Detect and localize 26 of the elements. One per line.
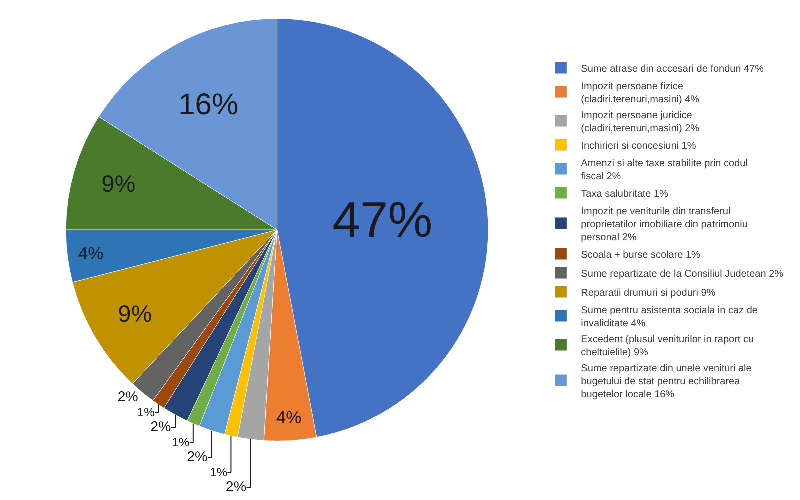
legend-label: Impozit persoane juridice (cladiri,terenuri,masini) 2% bbox=[581, 110, 700, 134]
legend-label: Impozit pe veniturile din transferul proprietatilor imobiliare din patrimoniu personal 2% bbox=[581, 206, 748, 244]
data-label: 9% bbox=[102, 170, 136, 197]
legend-label: Taxa salubritate 1% bbox=[581, 188, 669, 200]
data-label: 1% bbox=[172, 435, 190, 450]
data-label: 1% bbox=[210, 465, 228, 480]
legend-label: Sume pentru asistenta sociala in caz de invaliditate 4% bbox=[581, 305, 758, 330]
legend-label: Sume repartizate din unele venituri ale bugetului de stat pentru echilibrarea bugetelor locale 16% bbox=[581, 363, 752, 400]
data-label: 2% bbox=[150, 419, 172, 436]
legend-label: Scoala + burse scolare 1% bbox=[581, 250, 701, 261]
data-label: 2% bbox=[118, 389, 139, 406]
legend-label: Reparatii drumuri si poduri 9% bbox=[581, 288, 716, 299]
data-label: 16% bbox=[178, 88, 239, 122]
data-label: 4% bbox=[276, 407, 302, 428]
legend-label: Inchirieri si concesiuni 1% bbox=[581, 140, 696, 152]
data-label: 9% bbox=[118, 301, 152, 328]
data-label: 47% bbox=[332, 192, 433, 248]
data-label: 4% bbox=[78, 244, 104, 264]
legend-label: Amenzi si alte taxe stabilite prin codul fiscal 2% bbox=[581, 158, 748, 182]
legend-label: Excedent (plusul veniturilor in raport cu cheltuielile) 9% bbox=[581, 334, 754, 358]
data-label: 1% bbox=[137, 405, 156, 420]
data-label: 2% bbox=[187, 449, 208, 466]
data-label: 2% bbox=[226, 479, 247, 496]
legend-label: Sume atrase din accesari de fonduri 47% bbox=[581, 64, 764, 75]
legend-label: Impozit persoane fizice (cladiri,terenuri,masini) 4% bbox=[581, 81, 700, 106]
legend-label: Sume repartizate de la Consiliul Judetean 2% bbox=[581, 268, 784, 280]
